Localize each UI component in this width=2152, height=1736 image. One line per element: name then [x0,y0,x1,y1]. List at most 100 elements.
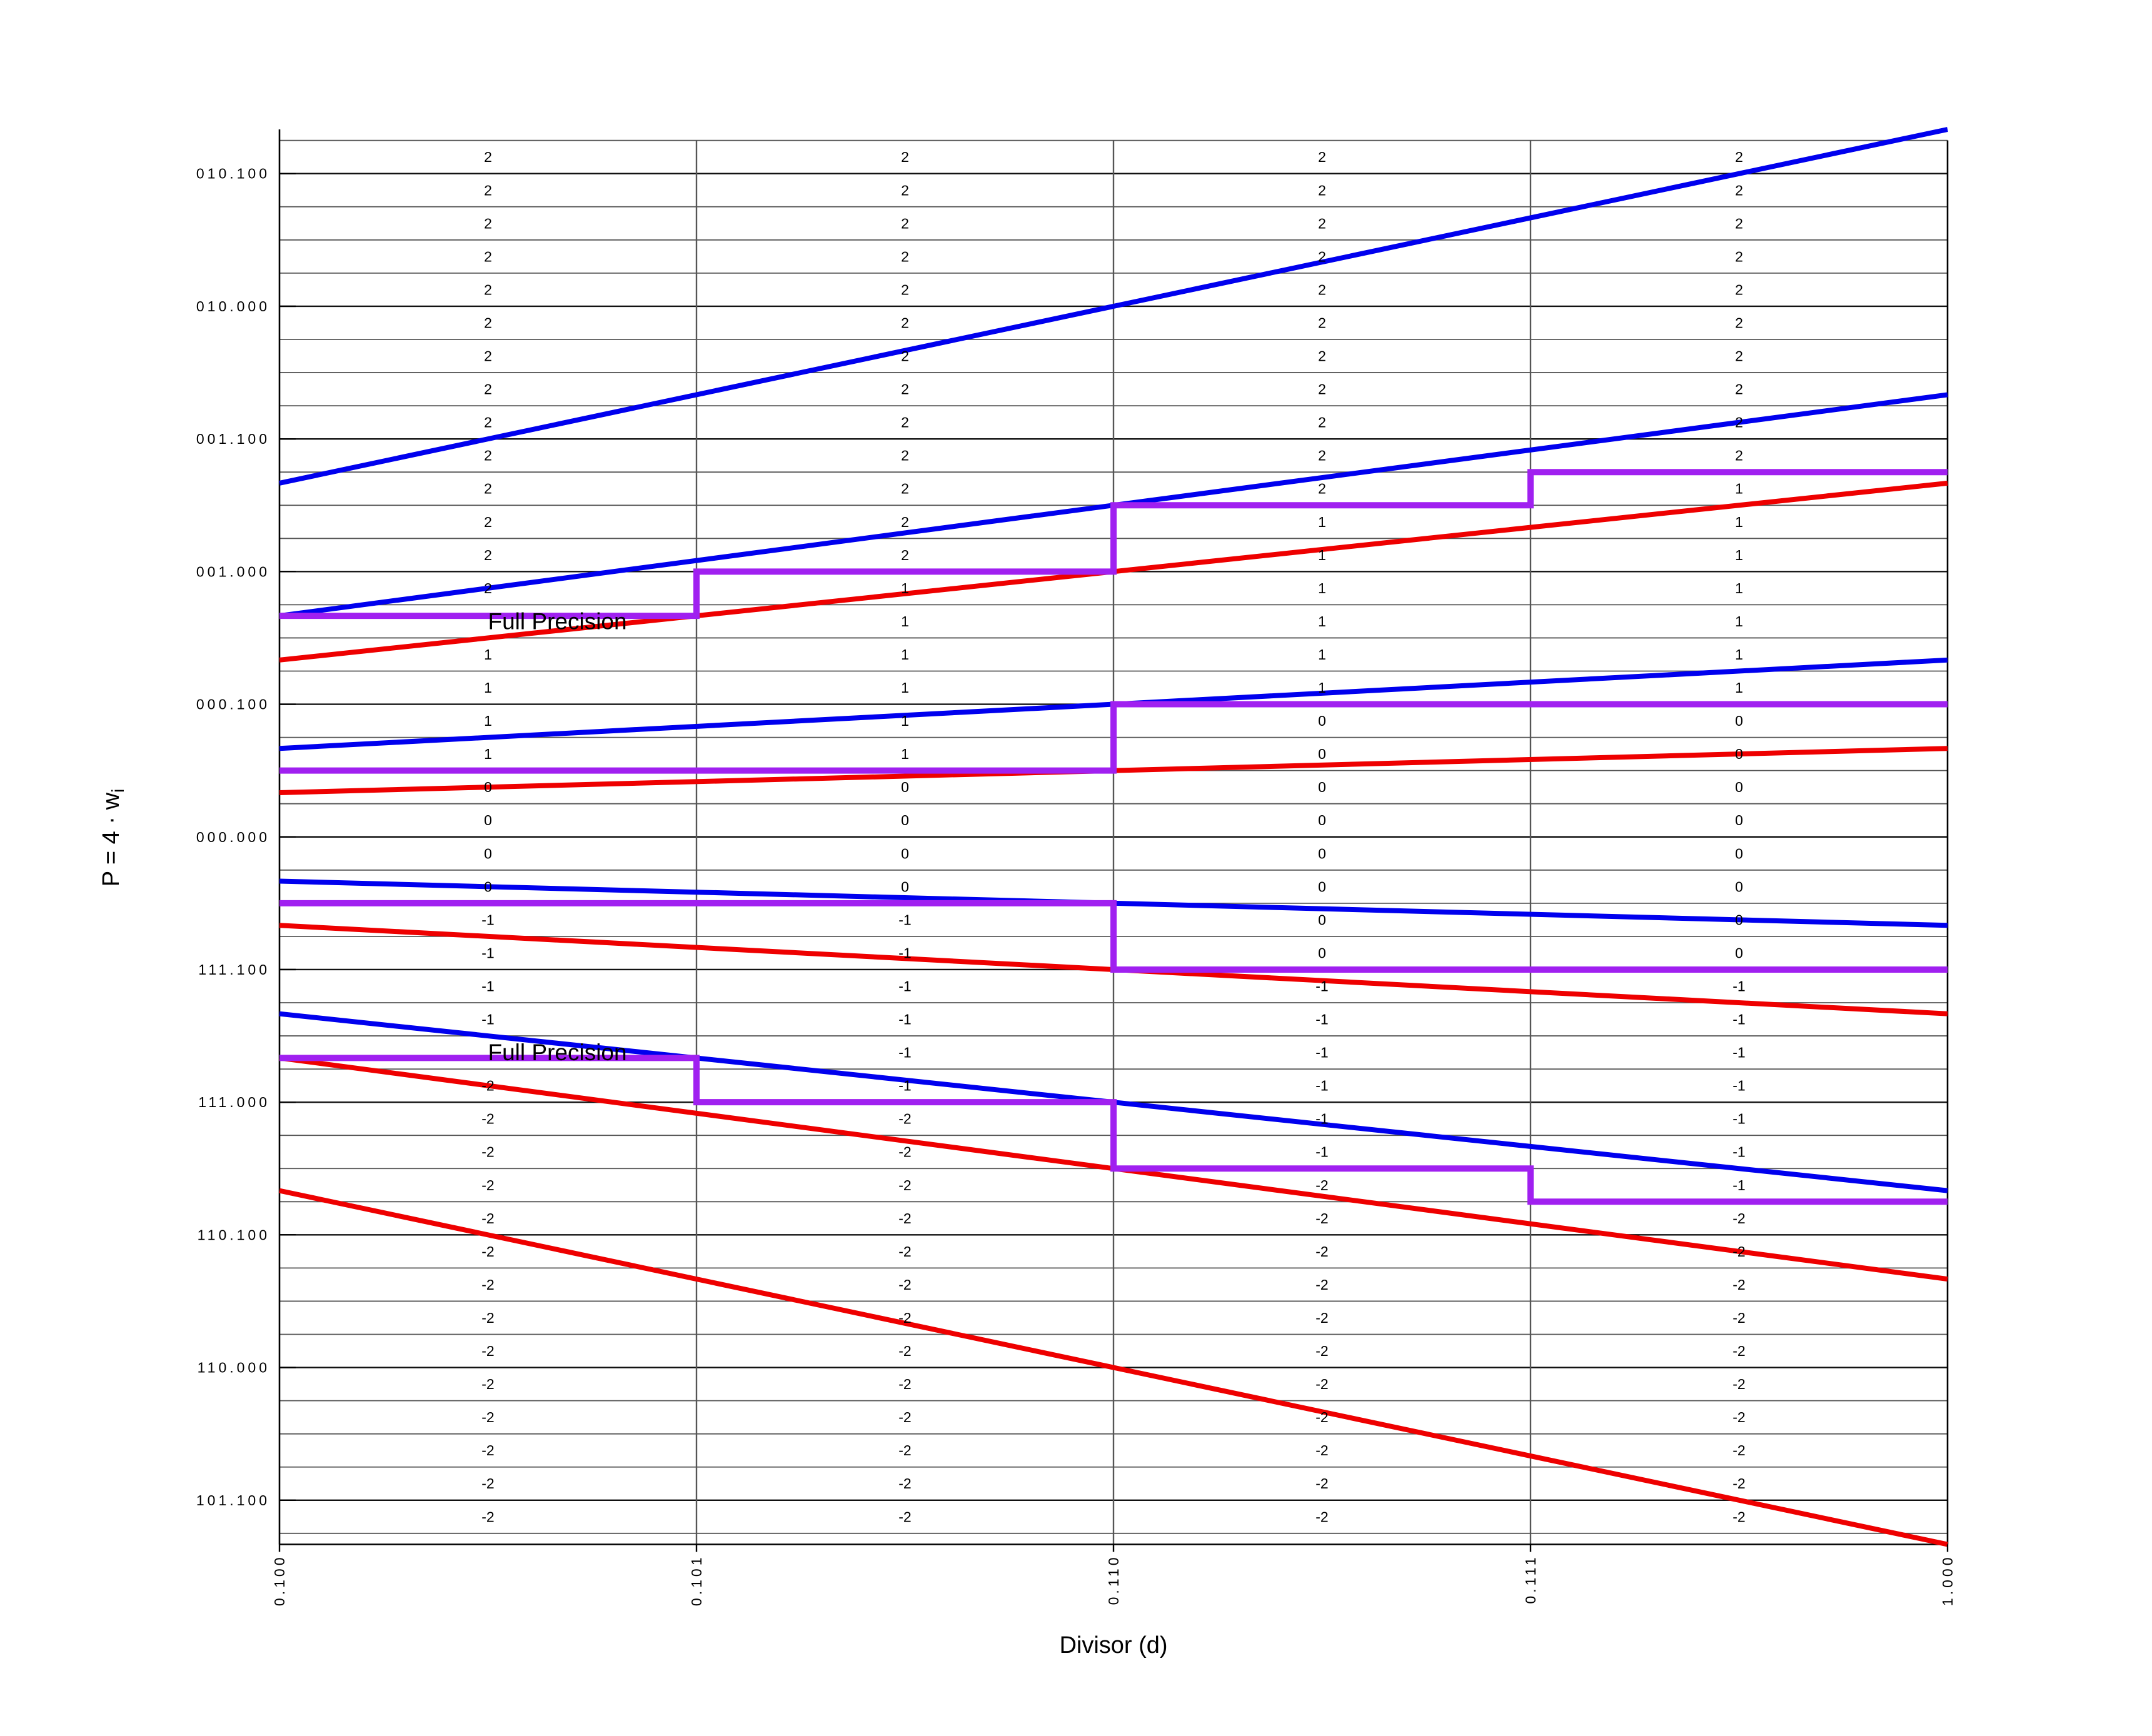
digit-label: -2 [1315,1343,1328,1359]
digit-label: 2 [1318,149,1326,165]
digit-label: 1 [1735,680,1743,696]
y-axis-title: P = 4 · wi [98,789,128,887]
digit-label: 2 [484,314,492,331]
digit-label: 0 [484,878,492,895]
digit-label: 0 [1318,713,1326,729]
digit-label: 0 [484,845,492,861]
digit-label: -2 [1732,1409,1745,1425]
digit-label: -2 [481,1277,494,1293]
digit-label: 1 [901,713,909,729]
digit-label: 2 [1318,348,1326,364]
digit-label: -1 [898,1011,911,1028]
digit-label: -2 [1315,1475,1328,1492]
digit-label: 2 [1735,381,1743,398]
digit-label: 2 [1318,448,1326,464]
digit-label: 2 [484,348,492,364]
digit-label: 0 [1735,878,1743,895]
digit-label: -1 [481,945,494,961]
digit-label: 0 [1735,911,1743,928]
digit-label: 2 [1735,448,1743,464]
digit-label: -2 [481,1111,494,1127]
tick-labels: 010.100010.000001.100001.000000.100000.0… [196,166,1956,1606]
digit-label: -2 [1732,1508,1745,1525]
digit-label: 0 [1735,713,1743,729]
digit-label: 2 [484,547,492,563]
digit-label: -2 [481,1475,494,1492]
digit-label: 2 [901,149,909,165]
digit-label: -2 [898,1376,911,1392]
digit-label: -1 [1315,1111,1328,1127]
digit-label: 1 [901,646,909,663]
digit-label: -2 [1732,1310,1745,1326]
digit-label: 2 [484,149,492,165]
digit-label: 0 [1318,878,1326,895]
y-tick-label: 001.100 [196,431,270,447]
digit-label: 1 [901,746,909,762]
digit-label: 1 [1318,547,1326,563]
digit-label: -2 [481,1442,494,1458]
digit-label: -2 [1732,1210,1745,1227]
digit-label: 2 [901,215,909,231]
digit-label: -2 [898,1111,911,1127]
digit-label: 2 [901,348,909,364]
x-axis-title: Divisor (d) [1059,1632,1167,1658]
digit-label: 2 [901,248,909,264]
digit-label: 2 [901,514,909,530]
digit-label: -2 [1315,1177,1328,1193]
digit-label: -2 [1732,1343,1745,1359]
digit-label: 1 [1735,547,1743,563]
digit-label: -1 [481,1011,494,1028]
digit-label: -1 [898,978,911,994]
digit-label: -1 [1732,1011,1745,1028]
y-tick-label: 110.100 [198,1227,270,1243]
digit-label: 2 [1735,215,1743,231]
digit-label: 0 [1318,845,1326,861]
digit-label: 0 [1735,945,1743,961]
digit-label: 0 [901,845,909,861]
digit-label: 1 [484,646,492,663]
digit-label: 2 [1735,414,1743,431]
digit-label: 2 [1318,314,1326,331]
digit-label: 1 [901,680,909,696]
digit-label: -2 [898,1177,911,1193]
digit-label: -2 [1732,1277,1745,1293]
digit-label: -2 [1315,1210,1328,1227]
digit-label: 2 [484,215,492,231]
digit-label: 2 [484,381,492,398]
digit-label: -2 [898,1210,911,1227]
digit-label: -2 [481,1210,494,1227]
digit-label: 2 [901,182,909,198]
digit-label: -2 [898,1409,911,1425]
digit-label: -1 [898,1078,911,1094]
digit-label: 1 [1318,646,1326,663]
digit-label: 2 [484,281,492,298]
digit-label: 2 [901,381,909,398]
digit-label: 0 [484,779,492,795]
y-tick-label: 010.000 [196,298,270,314]
x-tick-label: 0.110 [1105,1555,1122,1605]
digit-label: 1 [1735,514,1743,530]
digit-label: 0 [901,779,909,795]
digit-label: 1 [484,680,492,696]
digit-label: 2 [1735,149,1743,165]
digit-label: -2 [1315,1442,1328,1458]
digit-label: 1 [1318,580,1326,596]
x-tick-label: 0.100 [271,1555,288,1607]
digit-label: -2 [1315,1409,1328,1425]
digit-label: 2 [1318,182,1326,198]
digit-label: 2 [484,514,492,530]
digit-label: 1 [1318,613,1326,630]
digit-label: -1 [481,978,494,994]
digit-label: -2 [481,1310,494,1326]
digit-label: 0 [1735,779,1743,795]
full-precision-label: Full Precision [488,1040,627,1065]
digit-label: 2 [1318,248,1326,264]
digit-label: 2 [1318,414,1326,431]
digit-label: 1 [901,613,909,630]
digit-label: -2 [481,1078,494,1094]
digit-label: -2 [898,1310,911,1326]
digit-label: -1 [1732,1177,1745,1193]
digit-label: -2 [481,1144,494,1160]
x-tick-label: 1.000 [1939,1555,1956,1607]
digit-label: 2 [901,314,909,331]
